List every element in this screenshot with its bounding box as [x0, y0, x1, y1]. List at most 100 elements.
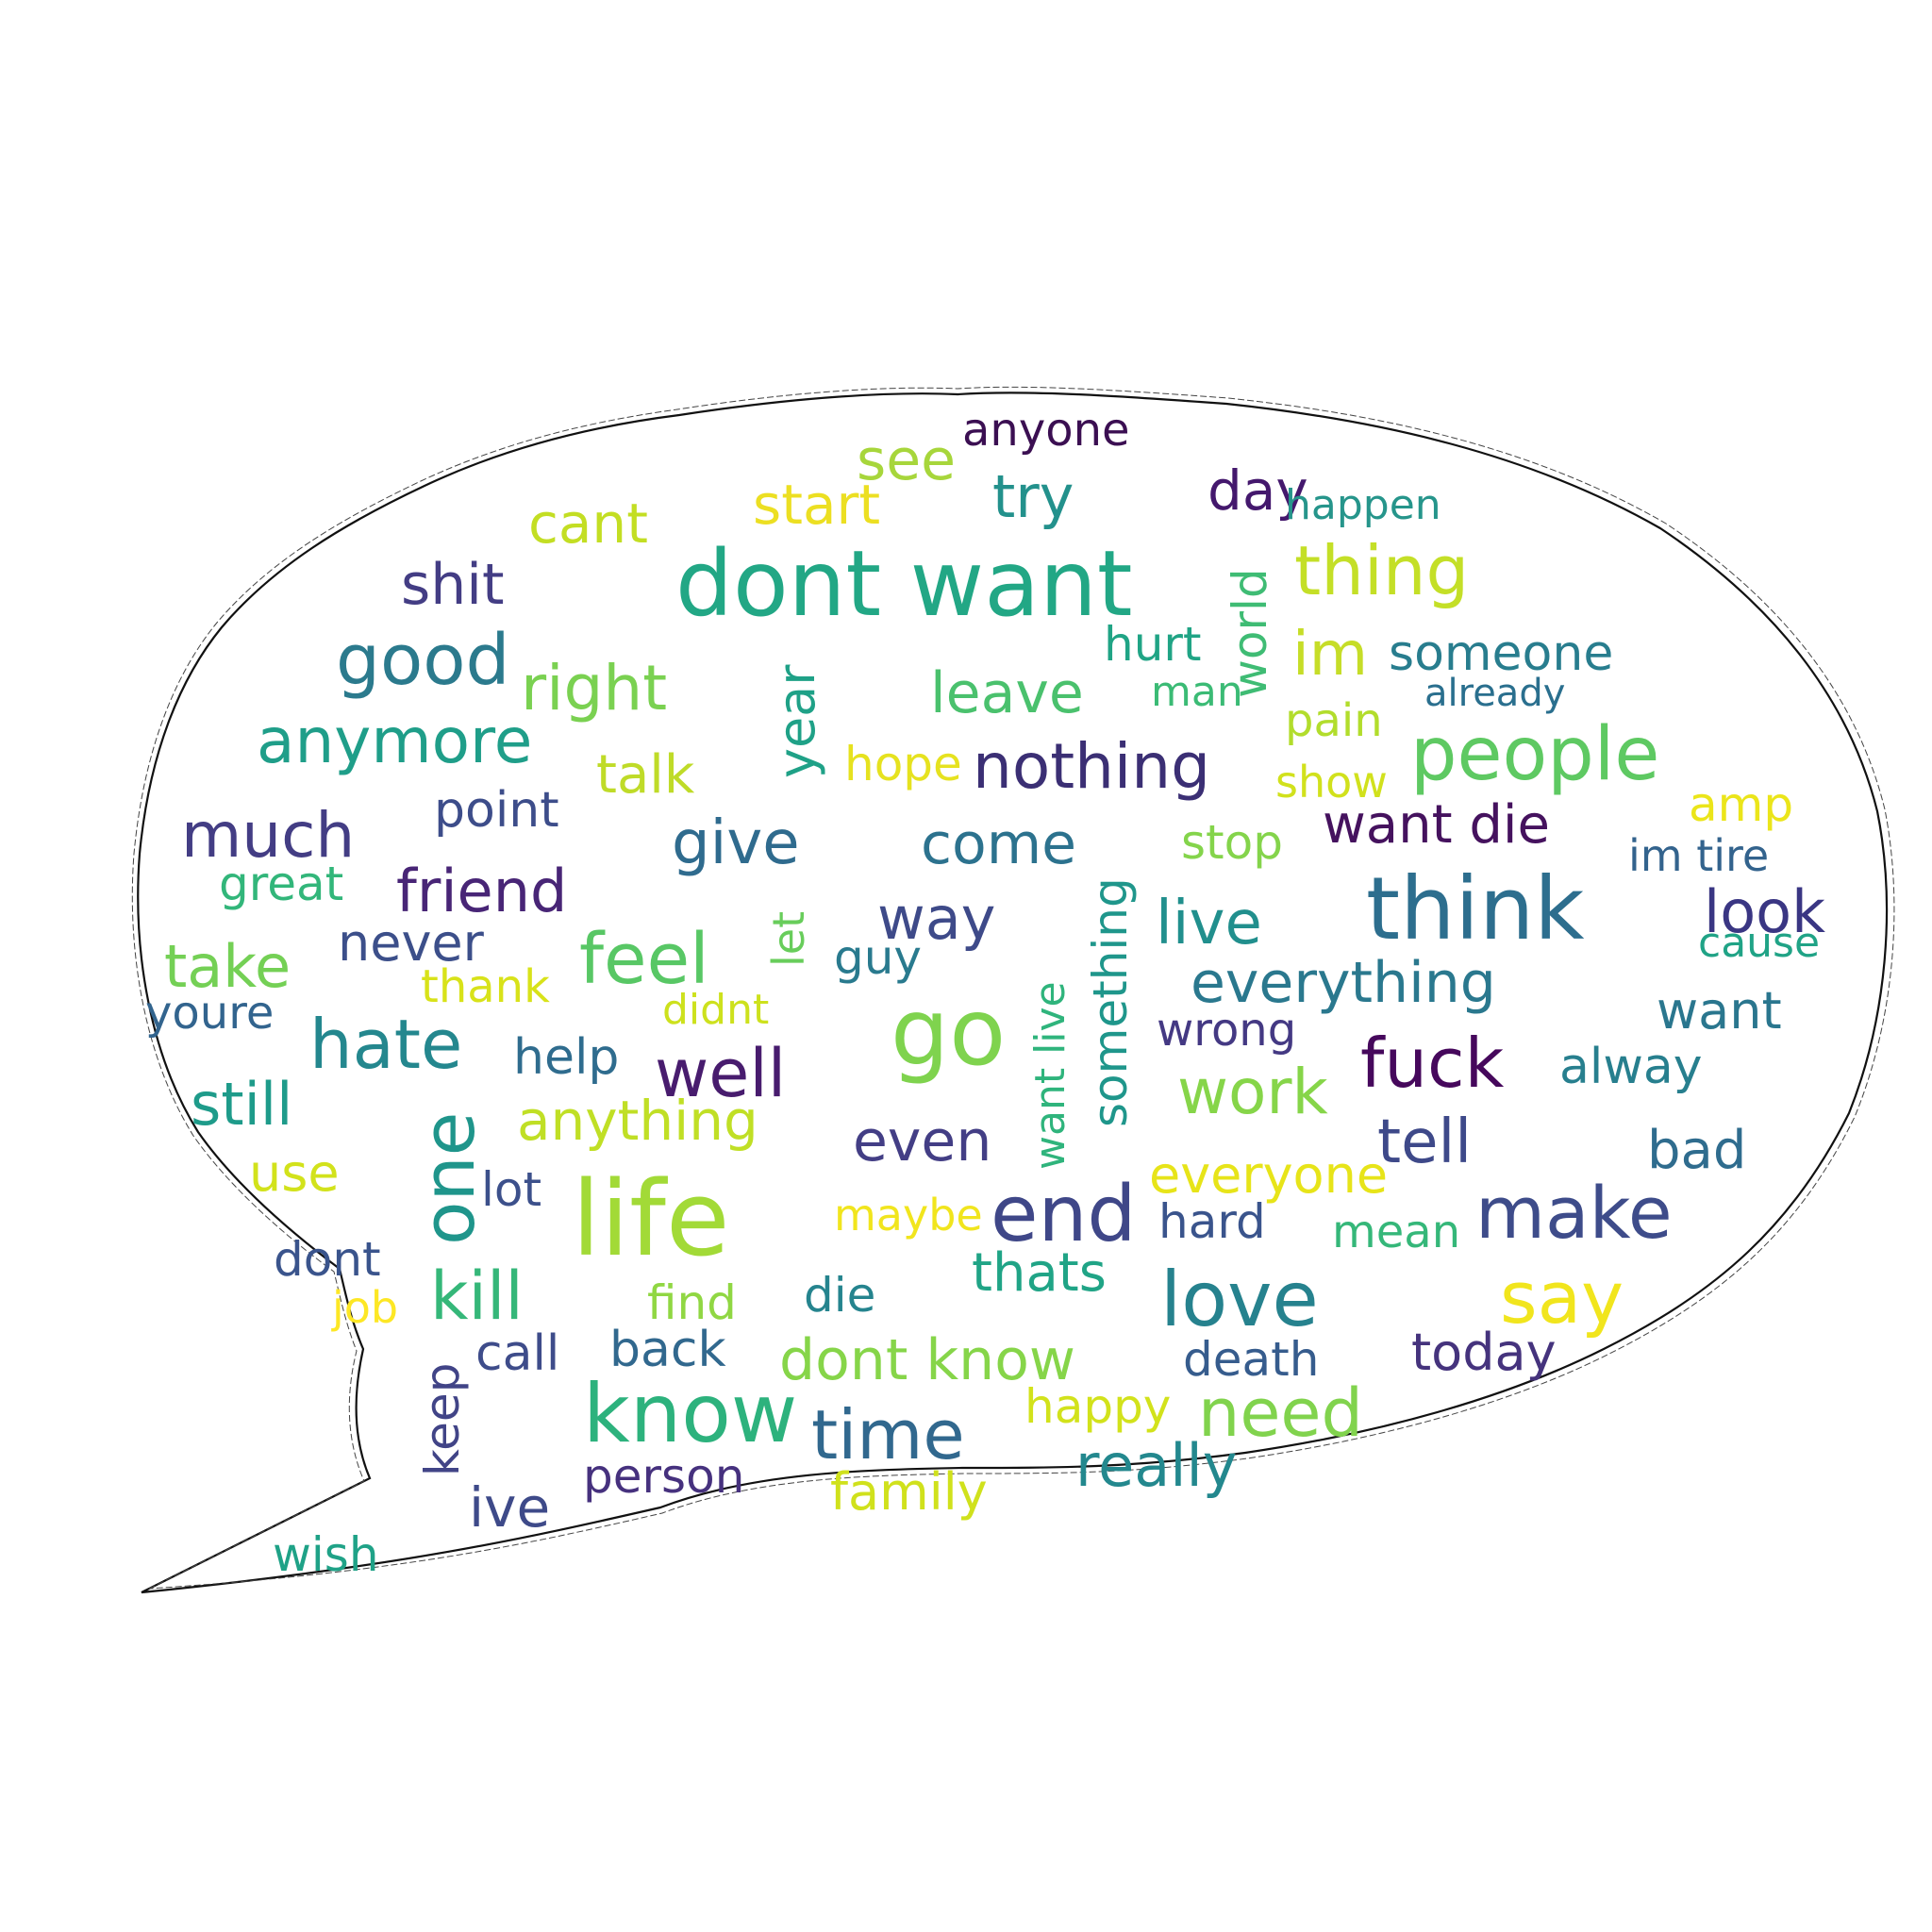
word-work: work: [1177, 1056, 1328, 1128]
word-try: try: [992, 462, 1074, 531]
word-ive: ive: [469, 1475, 550, 1540]
word-cause: cause: [1698, 919, 1820, 967]
word-life: life: [572, 1158, 730, 1279]
word-good: good: [336, 620, 510, 701]
word-cant: cant: [528, 491, 648, 556]
word-leave: leave: [930, 660, 1084, 726]
word-job: job: [331, 1282, 398, 1333]
word-still: still: [191, 1070, 292, 1139]
word-anyone: anyone: [962, 404, 1130, 457]
word-hurt: hurt: [1104, 617, 1202, 672]
word-everyone: everyone: [1149, 1145, 1388, 1205]
word-alway: alway: [1559, 1039, 1702, 1095]
word-dont-know: dont know: [779, 1327, 1075, 1393]
speech-bubble-outline-inner: [131, 386, 1895, 1590]
word-wish: wish: [273, 1527, 379, 1582]
word-look: look: [1704, 877, 1825, 946]
word-way: way: [877, 884, 995, 953]
word-today: today: [1411, 1323, 1557, 1382]
word-talk: talk: [596, 744, 695, 806]
word-man: man: [1151, 668, 1243, 716]
word-hate: hate: [309, 1005, 462, 1084]
speech-bubble-outline: [137, 391, 1889, 1594]
word-call: call: [475, 1325, 559, 1382]
word-dont: dont: [274, 1232, 381, 1287]
word-never: never: [338, 913, 485, 973]
word-happy: happy: [1024, 1379, 1171, 1434]
word-people: people: [1410, 712, 1659, 797]
word-kill: kill: [430, 1257, 524, 1335]
word-think: think: [1366, 858, 1585, 959]
word-something: something: [1083, 877, 1138, 1127]
word-live: live: [1156, 889, 1262, 958]
word-know: know: [583, 1367, 797, 1461]
word-right: right: [521, 652, 667, 724]
word-death: death: [1183, 1332, 1319, 1387]
word-pain: pain: [1285, 694, 1383, 747]
word-bad: bad: [1647, 1120, 1746, 1181]
word-give: give: [672, 808, 800, 878]
word-want: want: [1657, 981, 1782, 1041]
word-hard: hard: [1158, 1194, 1266, 1249]
word-use: use: [249, 1143, 340, 1203]
word-dont-want: dont want: [675, 531, 1133, 637]
word-die: die: [804, 1268, 875, 1323]
word-someone: someone: [1389, 625, 1613, 682]
word-thing: thing: [1294, 531, 1469, 610]
word-anything: anything: [517, 1089, 758, 1153]
word-point: point: [434, 782, 559, 839]
word-feel: feel: [579, 919, 709, 1000]
word-happen: happen: [1285, 481, 1441, 529]
word-lot: lot: [481, 1162, 541, 1217]
word-mean: mean: [1332, 1206, 1460, 1258]
word-love: love: [1160, 1256, 1319, 1343]
word-time: time: [811, 1395, 965, 1474]
word-hope: hope: [844, 737, 962, 791]
word-day: day: [1208, 458, 1308, 523]
word-friend: friend: [396, 857, 567, 925]
word-want-live: want live: [1026, 981, 1074, 1170]
word-one: one: [407, 1112, 491, 1245]
word-show: show: [1275, 757, 1388, 808]
word-thank: thank: [421, 960, 550, 1013]
word-amp: amp: [1689, 777, 1793, 832]
word-didnt: didnt: [662, 986, 769, 1034]
word-tell: tell: [1377, 1108, 1472, 1177]
word-well: well: [655, 1035, 786, 1112]
word-start: start: [753, 473, 880, 537]
word-family: family: [830, 1462, 988, 1522]
word-say: say: [1500, 1256, 1624, 1340]
word-help: help: [513, 1029, 619, 1086]
word-already: already: [1424, 672, 1565, 715]
word-world: world: [1223, 568, 1277, 698]
word-want-die: want die: [1323, 794, 1550, 856]
word-great: great: [219, 857, 343, 911]
word-much: much: [181, 799, 355, 872]
word-make: make: [1475, 1171, 1673, 1255]
word-shit: shit: [401, 552, 504, 618]
word-go: go: [891, 979, 1006, 1087]
word-youre: youre: [145, 987, 274, 1040]
word-anymore: anymore: [257, 705, 532, 777]
word-everything: everything: [1191, 950, 1496, 1016]
word-end: end: [991, 1170, 1136, 1259]
word-maybe: maybe: [834, 1190, 983, 1241]
word-guy: guy: [834, 930, 922, 985]
word-wrong: wrong: [1157, 1004, 1296, 1057]
word-stop: stop: [1181, 815, 1283, 870]
word-really: really: [1075, 1431, 1237, 1500]
word-back: back: [609, 1322, 726, 1378]
word-nothing: nothing: [973, 730, 1210, 803]
word-person: person: [583, 1449, 744, 1504]
word-let: let: [763, 911, 814, 967]
word-need: need: [1198, 1374, 1363, 1452]
word-im: im: [1292, 620, 1368, 690]
word-even: even: [853, 1108, 991, 1174]
word-keep: keep: [415, 1363, 470, 1476]
word-year: year: [767, 664, 826, 778]
word-come: come: [921, 811, 1076, 877]
word-fuck: fuck: [1360, 1024, 1505, 1103]
